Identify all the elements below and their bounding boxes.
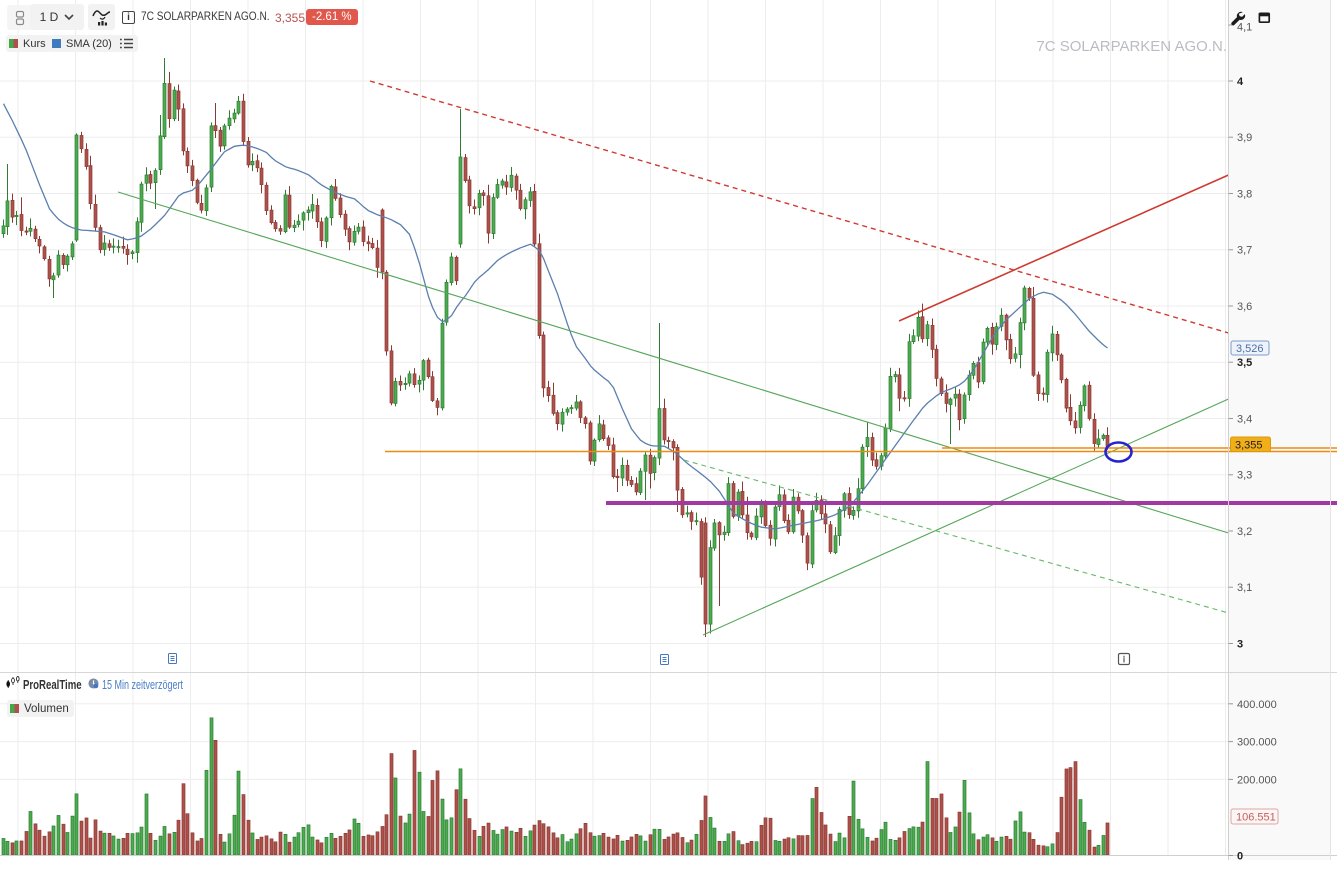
svg-text:3,355: 3,355 xyxy=(1235,440,1263,452)
svg-text:400.000: 400.000 xyxy=(1237,699,1277,711)
svg-text:3,5: 3,5 xyxy=(1237,357,1252,369)
svg-text:7C SOLARPARKEN AGO.N.: 7C SOLARPARKEN AGO.N. xyxy=(1036,38,1227,55)
svg-text:0: 0 xyxy=(1237,850,1243,862)
svg-text:3,2: 3,2 xyxy=(1237,526,1252,538)
svg-text:3,8: 3,8 xyxy=(1237,188,1252,200)
svg-text:3,9: 3,9 xyxy=(1237,132,1252,144)
svg-text:200.000: 200.000 xyxy=(1237,774,1277,786)
svg-text:300.000: 300.000 xyxy=(1237,737,1277,749)
svg-text:3,3: 3,3 xyxy=(1237,470,1252,482)
svg-text:3,526: 3,526 xyxy=(1236,343,1264,355)
svg-text:4: 4 xyxy=(1237,76,1244,88)
svg-text:4,1: 4,1 xyxy=(1237,22,1252,34)
svg-text:3,6: 3,6 xyxy=(1237,301,1252,313)
svg-text:3,1: 3,1 xyxy=(1237,582,1252,594)
svg-text:3,7: 3,7 xyxy=(1237,245,1252,257)
svg-text:106.551: 106.551 xyxy=(1236,812,1276,824)
svg-text:3,4: 3,4 xyxy=(1237,413,1252,425)
svg-text:3: 3 xyxy=(1237,638,1243,650)
